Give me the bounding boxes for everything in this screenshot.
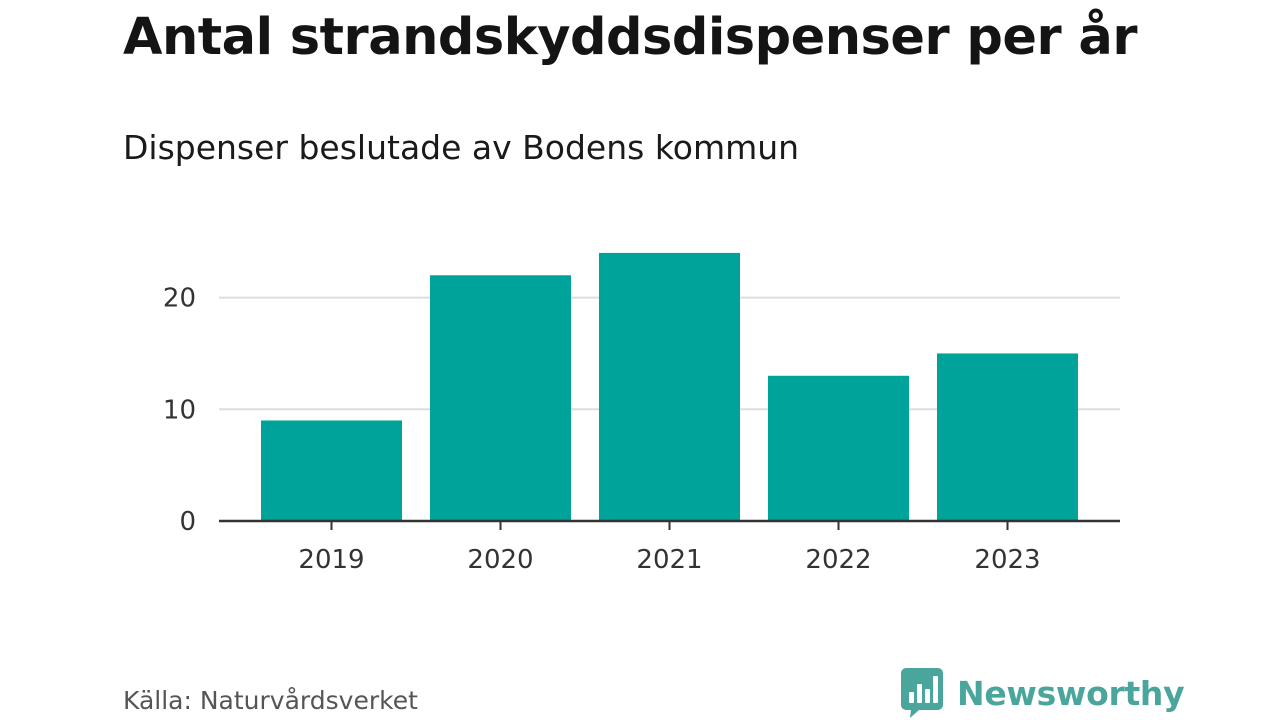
y-tick-label: 10 [163, 395, 196, 425]
bar-2022 [768, 375, 909, 521]
x-tick-label: 2022 [805, 545, 871, 575]
chart-subtitle: Dispenser beslutade av Bodens kommun [123, 128, 800, 167]
axes: 0 10 20 2019 2020 2021 2022 2023 [163, 284, 1120, 575]
brand-name: Newsworthy [957, 673, 1185, 713]
x-tick-label: 2020 [467, 545, 533, 575]
source-note: Källa: Naturvårdsverket [123, 686, 418, 715]
chart-title: Antal strandskyddsdispenser per år [123, 8, 1137, 67]
x-tick-label: 2019 [298, 545, 364, 575]
brand-logo: Newsworthy [901, 668, 1185, 718]
y-tick-label: 20 [163, 284, 196, 314]
y-tick-label: 0 [179, 507, 196, 537]
bar-2020 [430, 275, 571, 521]
bar-2019 [261, 420, 402, 521]
newsworthy-logo-icon [901, 668, 943, 718]
x-tick-label: 2021 [636, 545, 702, 575]
bar-2021 [599, 252, 740, 522]
bar-2023 [937, 353, 1078, 521]
bars [261, 252, 1078, 522]
bar-chart: 0 10 20 2019 2020 2021 2022 2023 [163, 252, 1120, 575]
x-tick-label: 2023 [974, 545, 1040, 575]
